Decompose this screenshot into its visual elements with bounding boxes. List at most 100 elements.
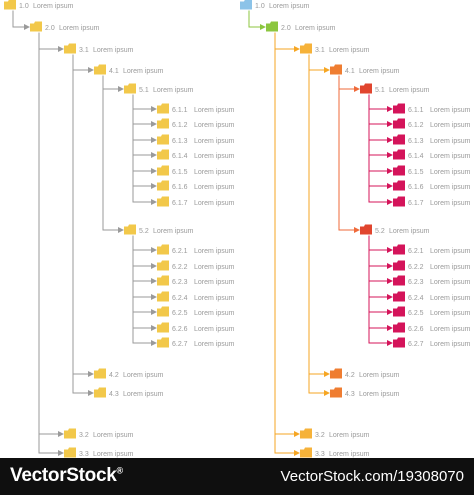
watermark-footer: VectorStock® VectorStock.com/19308070 (0, 458, 474, 495)
connector-arrow (12, 10, 30, 30)
node-label: Lorem ipsum (359, 391, 400, 398)
folder-icon (30, 21, 42, 32)
folder-icon (393, 291, 405, 302)
connector-arrow (274, 32, 300, 52)
node-label: Lorem ipsum (33, 3, 74, 10)
node-label: Lorem ipsum (153, 228, 194, 235)
node-number: 6.1.1 (172, 107, 188, 114)
folder-icon (393, 260, 405, 271)
folder-icon (393, 196, 405, 207)
folder-icon (157, 134, 169, 145)
node-label: Lorem ipsum (430, 310, 471, 317)
connector-arrow (368, 235, 393, 315)
node-number: 6.1.6 (408, 184, 424, 191)
folder-icon (240, 0, 252, 10)
node-number: 6.1.2 (172, 122, 188, 129)
node-number: 4.2 (109, 372, 119, 379)
folder-icon (94, 64, 106, 75)
node-number: 5.1 (139, 87, 149, 94)
folder-icon (157, 165, 169, 176)
folder-icon (64, 43, 76, 54)
node-number: 3.1 (79, 47, 89, 54)
connector-arrow (338, 75, 360, 92)
node-number: 6.1.1 (408, 107, 424, 114)
folder-icon (157, 196, 169, 207)
connector-arrow (368, 94, 393, 205)
connector-arrow (368, 235, 393, 284)
connector-arrow (308, 54, 330, 377)
connector-arrow (132, 235, 157, 315)
node-label: Lorem ipsum (430, 326, 471, 333)
connector-arrow (368, 235, 393, 253)
node-label: Lorem ipsum (329, 432, 370, 439)
node-number: 6.2.5 (172, 310, 188, 317)
folder-icon (157, 275, 169, 286)
node-number: 6.2.7 (408, 341, 424, 348)
node-number: 6.2.1 (408, 248, 424, 255)
node-number: 6.2.4 (408, 295, 424, 302)
folder-icon (393, 165, 405, 176)
vectorstock-logo: VectorStock® (10, 465, 123, 486)
node-number: 6.1.5 (172, 169, 188, 176)
node-label: Lorem ipsum (359, 68, 400, 75)
node-label: Lorem ipsum (93, 432, 134, 439)
folder-icon (393, 180, 405, 191)
connector-arrow (132, 94, 157, 158)
folder-icon (157, 291, 169, 302)
node-label: Lorem ipsum (430, 138, 471, 145)
node-label: Lorem ipsum (194, 122, 235, 129)
node-number: 3.2 (79, 432, 89, 439)
node-number: 4.3 (345, 391, 355, 398)
image-id-url: VectorStock.com/19308070 (280, 468, 464, 485)
connector-arrow (72, 54, 94, 377)
connector-arrow (132, 94, 157, 112)
connector-arrow (132, 94, 157, 205)
connector-arrow (368, 94, 393, 158)
node-label: Lorem ipsum (430, 264, 471, 271)
node-number: 2.0 (45, 25, 55, 32)
folder-icon (157, 260, 169, 271)
connector-arrow (368, 94, 393, 174)
node-number: 6.1.2 (408, 122, 424, 129)
node-number: 3.3 (315, 451, 325, 458)
node-number: 6.2.2 (408, 264, 424, 271)
node-label: Lorem ipsum (430, 169, 471, 176)
folder-icon (157, 337, 169, 348)
connector-arrow (132, 235, 157, 269)
folder-tree-diagram: 1.0 Lorem ipsum 2.0 Lorem ipsum 3.1 Lorem ips… (4, 0, 471, 458)
folder-icon (360, 83, 372, 94)
node-number: 6.2.7 (172, 341, 188, 348)
connector-arrow (38, 32, 64, 52)
connector-arrow (38, 32, 64, 437)
node-label: Lorem ipsum (430, 279, 471, 286)
folder-icon (330, 387, 342, 398)
node-number: 4.1 (109, 68, 119, 75)
folder-icon (393, 149, 405, 160)
node-number: 5.1 (375, 87, 385, 94)
connector-arrow (102, 75, 124, 233)
node-number: 4.3 (109, 391, 119, 398)
node-label: Lorem ipsum (430, 295, 471, 302)
connector-arrow (308, 54, 330, 396)
node-number: 6.1.5 (408, 169, 424, 176)
connector-arrow (102, 75, 124, 92)
folder-icon (393, 337, 405, 348)
node-number: 1.0 (255, 3, 265, 10)
node-label: Lorem ipsum (123, 391, 164, 398)
node-label: Lorem ipsum (295, 25, 336, 32)
node-label: Lorem ipsum (194, 200, 235, 207)
connector-arrow (368, 94, 393, 143)
folder-icon (157, 306, 169, 317)
node-number: 5.2 (139, 228, 149, 235)
node-label: Lorem ipsum (194, 295, 235, 302)
node-label: Lorem ipsum (329, 451, 370, 458)
folder-icon (330, 368, 342, 379)
node-number: 6.1.3 (408, 138, 424, 145)
node-label: Lorem ipsum (430, 200, 471, 207)
node-number: 6.1.7 (172, 200, 188, 207)
node-label: Lorem ipsum (430, 122, 471, 129)
node-number: 6.1.6 (172, 184, 188, 191)
folder-icon (64, 428, 76, 439)
node-label: Lorem ipsum (194, 107, 235, 114)
node-label: Lorem ipsum (194, 184, 235, 191)
